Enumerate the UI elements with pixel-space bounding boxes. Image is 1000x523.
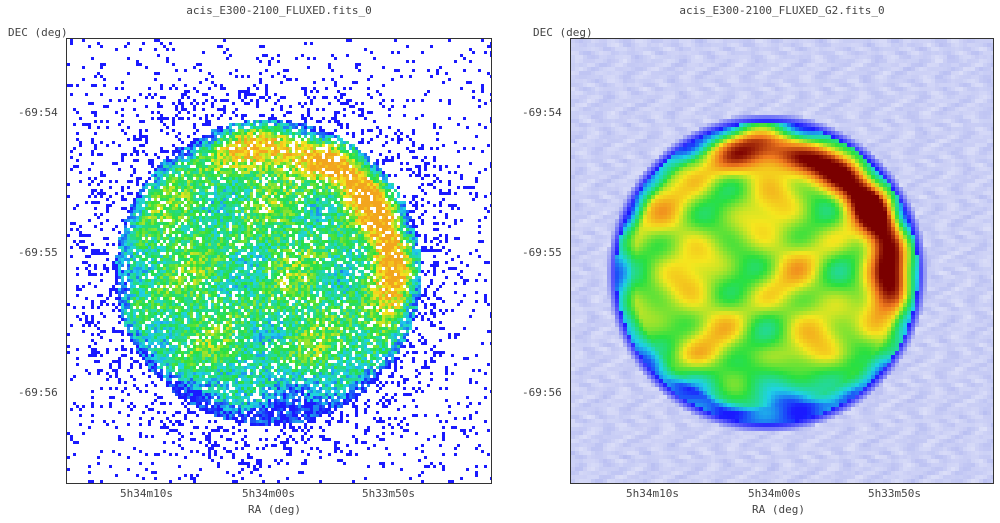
left-xtick-label: 5h34m00s xyxy=(242,487,295,500)
right-pixel-layer xyxy=(571,39,993,483)
left-ra-axis-label: RA (deg) xyxy=(248,503,301,516)
left-xtick-label: 5h33m50s xyxy=(362,487,415,500)
right-dec-axis-label: DEC (deg) xyxy=(533,26,593,39)
right-ytick-label: -69:56 xyxy=(522,386,562,399)
right-image-frame xyxy=(570,38,994,484)
left-dec-axis-label: DEC (deg) xyxy=(8,26,68,39)
right-xtick-label: 5h33m50s xyxy=(868,487,921,500)
right-ytick-label: -69:54 xyxy=(522,106,562,119)
left-pixel-layer xyxy=(67,39,491,483)
right-xtick-label: 5h34m10s xyxy=(626,487,679,500)
right-ytick-label: -69:55 xyxy=(522,246,562,259)
right-xtick-label: 5h34m00s xyxy=(748,487,801,500)
left-panel-title: acis_E300-2100_FLUXED.fits_0 xyxy=(66,4,492,17)
left-ytick-label: -69:55 xyxy=(18,246,58,259)
left-image-canvas xyxy=(67,39,491,483)
right-image-canvas xyxy=(571,39,993,483)
left-xtick-label: 5h34m10s xyxy=(120,487,173,500)
right-panel-title: acis_E300-2100_FLUXED_G2.fits_0 xyxy=(570,4,994,17)
left-ytick-label: -69:54 xyxy=(18,106,58,119)
left-ytick-label: -69:56 xyxy=(18,386,58,399)
right-ra-axis-label: RA (deg) xyxy=(752,503,805,516)
left-image-frame xyxy=(66,38,492,484)
